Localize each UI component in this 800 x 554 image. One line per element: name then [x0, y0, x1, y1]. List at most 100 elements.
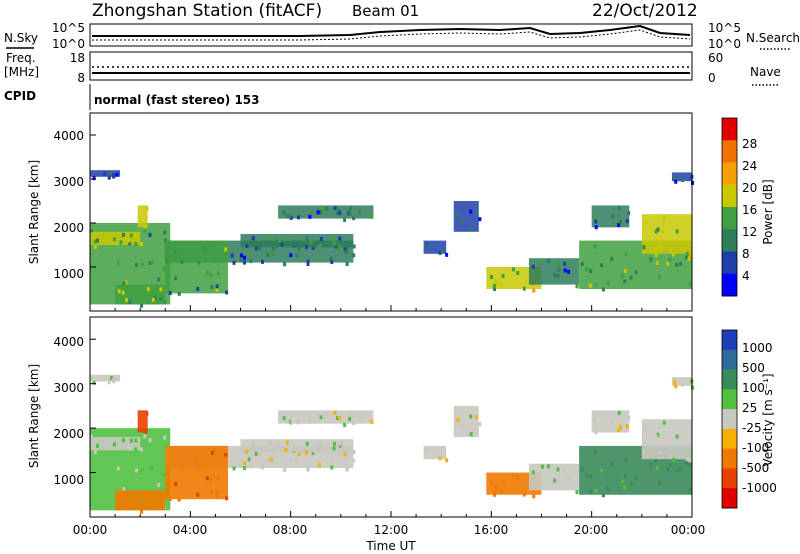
power-echo-cell [103, 171, 107, 176]
velocity-echo-cell [329, 462, 333, 467]
power-colorbar-label: Power [dB] [761, 179, 775, 244]
power-echo-cell [456, 212, 460, 217]
power-echo-cell [308, 214, 312, 219]
power-echo-cell [318, 243, 322, 248]
power-echo-cell [624, 251, 628, 256]
power-echo-cell [276, 239, 280, 244]
velocity-echo-cell [593, 449, 597, 454]
power-echo-cell [115, 172, 119, 177]
velocity-echo-cell [318, 448, 322, 453]
velocity-echo-region [528, 463, 580, 491]
power-echo-cell [225, 290, 229, 295]
power-echo-cell [556, 261, 560, 266]
power-echo-cell [150, 260, 154, 265]
velocity-echo-cell [338, 441, 342, 446]
velocity-echo-cell [654, 458, 658, 463]
power-echo-cell [490, 275, 494, 280]
power-ytick-2000: 2000 [53, 221, 84, 235]
velocity-echo-cell [245, 449, 249, 454]
velocity-echo-cell [352, 449, 356, 454]
power-echo-cell [117, 289, 121, 294]
velocity-echo-cell [289, 458, 293, 463]
power-echo-cell [93, 239, 97, 244]
vel-ytick-2000: 2000 [53, 427, 84, 441]
velocity-echo-cell [128, 446, 132, 451]
velocity-echo-region [486, 472, 542, 495]
velocity-echo-region [591, 410, 630, 433]
noise-panel-frame [89, 23, 693, 47]
velocity-echo-cell [93, 450, 97, 455]
power-echo-cell [575, 284, 579, 289]
power-echo-cell [656, 227, 660, 232]
power-echo-cell [285, 235, 289, 240]
velocity-echo-cell [594, 430, 598, 435]
power-echo-cell [95, 238, 99, 243]
vel-ytick-4000: 4000 [53, 335, 84, 349]
velocity-echo-cell [292, 447, 296, 452]
noise-tick-right-top: 10^5 [708, 21, 741, 35]
vel-cbar-tick-1000: 1000 [742, 341, 773, 355]
power-echo-cell [617, 206, 621, 211]
velocity-echo-cell [168, 496, 172, 501]
power-echo-cell [295, 253, 299, 258]
velocity-colorbar-segment [722, 409, 737, 430]
xaxis-label: Time UT [365, 539, 416, 553]
power-echo-cell [254, 246, 258, 251]
velocity-colorbar-segment [722, 448, 737, 469]
velocity-echo-cell [546, 464, 550, 469]
velocity-echo-cell [662, 420, 666, 425]
velocity-echo-cell [257, 451, 261, 456]
power-cbar-tick-20: 20 [742, 181, 757, 195]
velocity-echo-cell [124, 490, 128, 495]
power-ytick-4000: 4000 [53, 129, 84, 143]
power-echo-region [641, 214, 692, 254]
velocity-echo-cell [685, 457, 689, 462]
power-echo-cell [124, 280, 128, 285]
velocity-echo-cell [144, 429, 148, 434]
vel-cbar-tick-minus500: -500 [742, 461, 769, 475]
power-cbar-tick-4: 4 [742, 269, 750, 283]
velocity-echo-cell [423, 448, 427, 453]
power-echo-cell [668, 248, 672, 253]
velocity-colorbar-label: Velocity [m s⁻¹] [761, 373, 775, 466]
power-echo-cell [121, 290, 125, 295]
power-cbar-tick-8: 8 [742, 247, 750, 261]
power-echo-cell [129, 233, 133, 238]
velocity-echo-cell [297, 451, 301, 456]
velocity-echo-cell [140, 467, 144, 472]
power-echo-cell [438, 250, 442, 255]
power-echo-cell [662, 215, 666, 220]
power-echo-cell [691, 180, 695, 185]
power-echo-cell [162, 267, 166, 272]
power-echo-cell [348, 211, 352, 216]
power-echo-cell [268, 235, 272, 240]
power-echo-cell [688, 252, 692, 257]
velocity-echo-cell [511, 472, 515, 477]
station-title: Zhongshan Station (fitACF) [92, 1, 322, 21]
velocity-echo-cell [109, 375, 113, 380]
power-echo-cell [249, 258, 253, 263]
velocity-echo-cell [117, 494, 121, 499]
velocity-echo-cell [143, 434, 147, 439]
power-echo-cell [140, 303, 144, 308]
power-echo-cell [668, 257, 672, 262]
velocity-echo-cell [140, 509, 144, 514]
velocity-echo-cell [540, 464, 544, 469]
power-echo-cell [501, 274, 505, 279]
velocity-echo-cell [333, 441, 337, 446]
velocity-echo-cell [338, 416, 342, 421]
velocity-echo-cell [352, 421, 356, 426]
velocity-echo-cell [284, 447, 288, 452]
power-echo-cell [661, 229, 665, 234]
power-echo-cell [159, 296, 163, 301]
power-echo-cell [134, 262, 138, 267]
nsky-trace [92, 24, 691, 37]
power-echo-cell [522, 286, 526, 291]
velocity-echo-cell [319, 442, 323, 447]
power-echo-cell [343, 217, 347, 222]
power-echo-cell [93, 244, 97, 249]
velocity-echo-cell [282, 416, 286, 421]
power-echo-cell [287, 214, 291, 219]
power-echo-cell [654, 229, 658, 234]
power-echo-cell [474, 209, 478, 214]
